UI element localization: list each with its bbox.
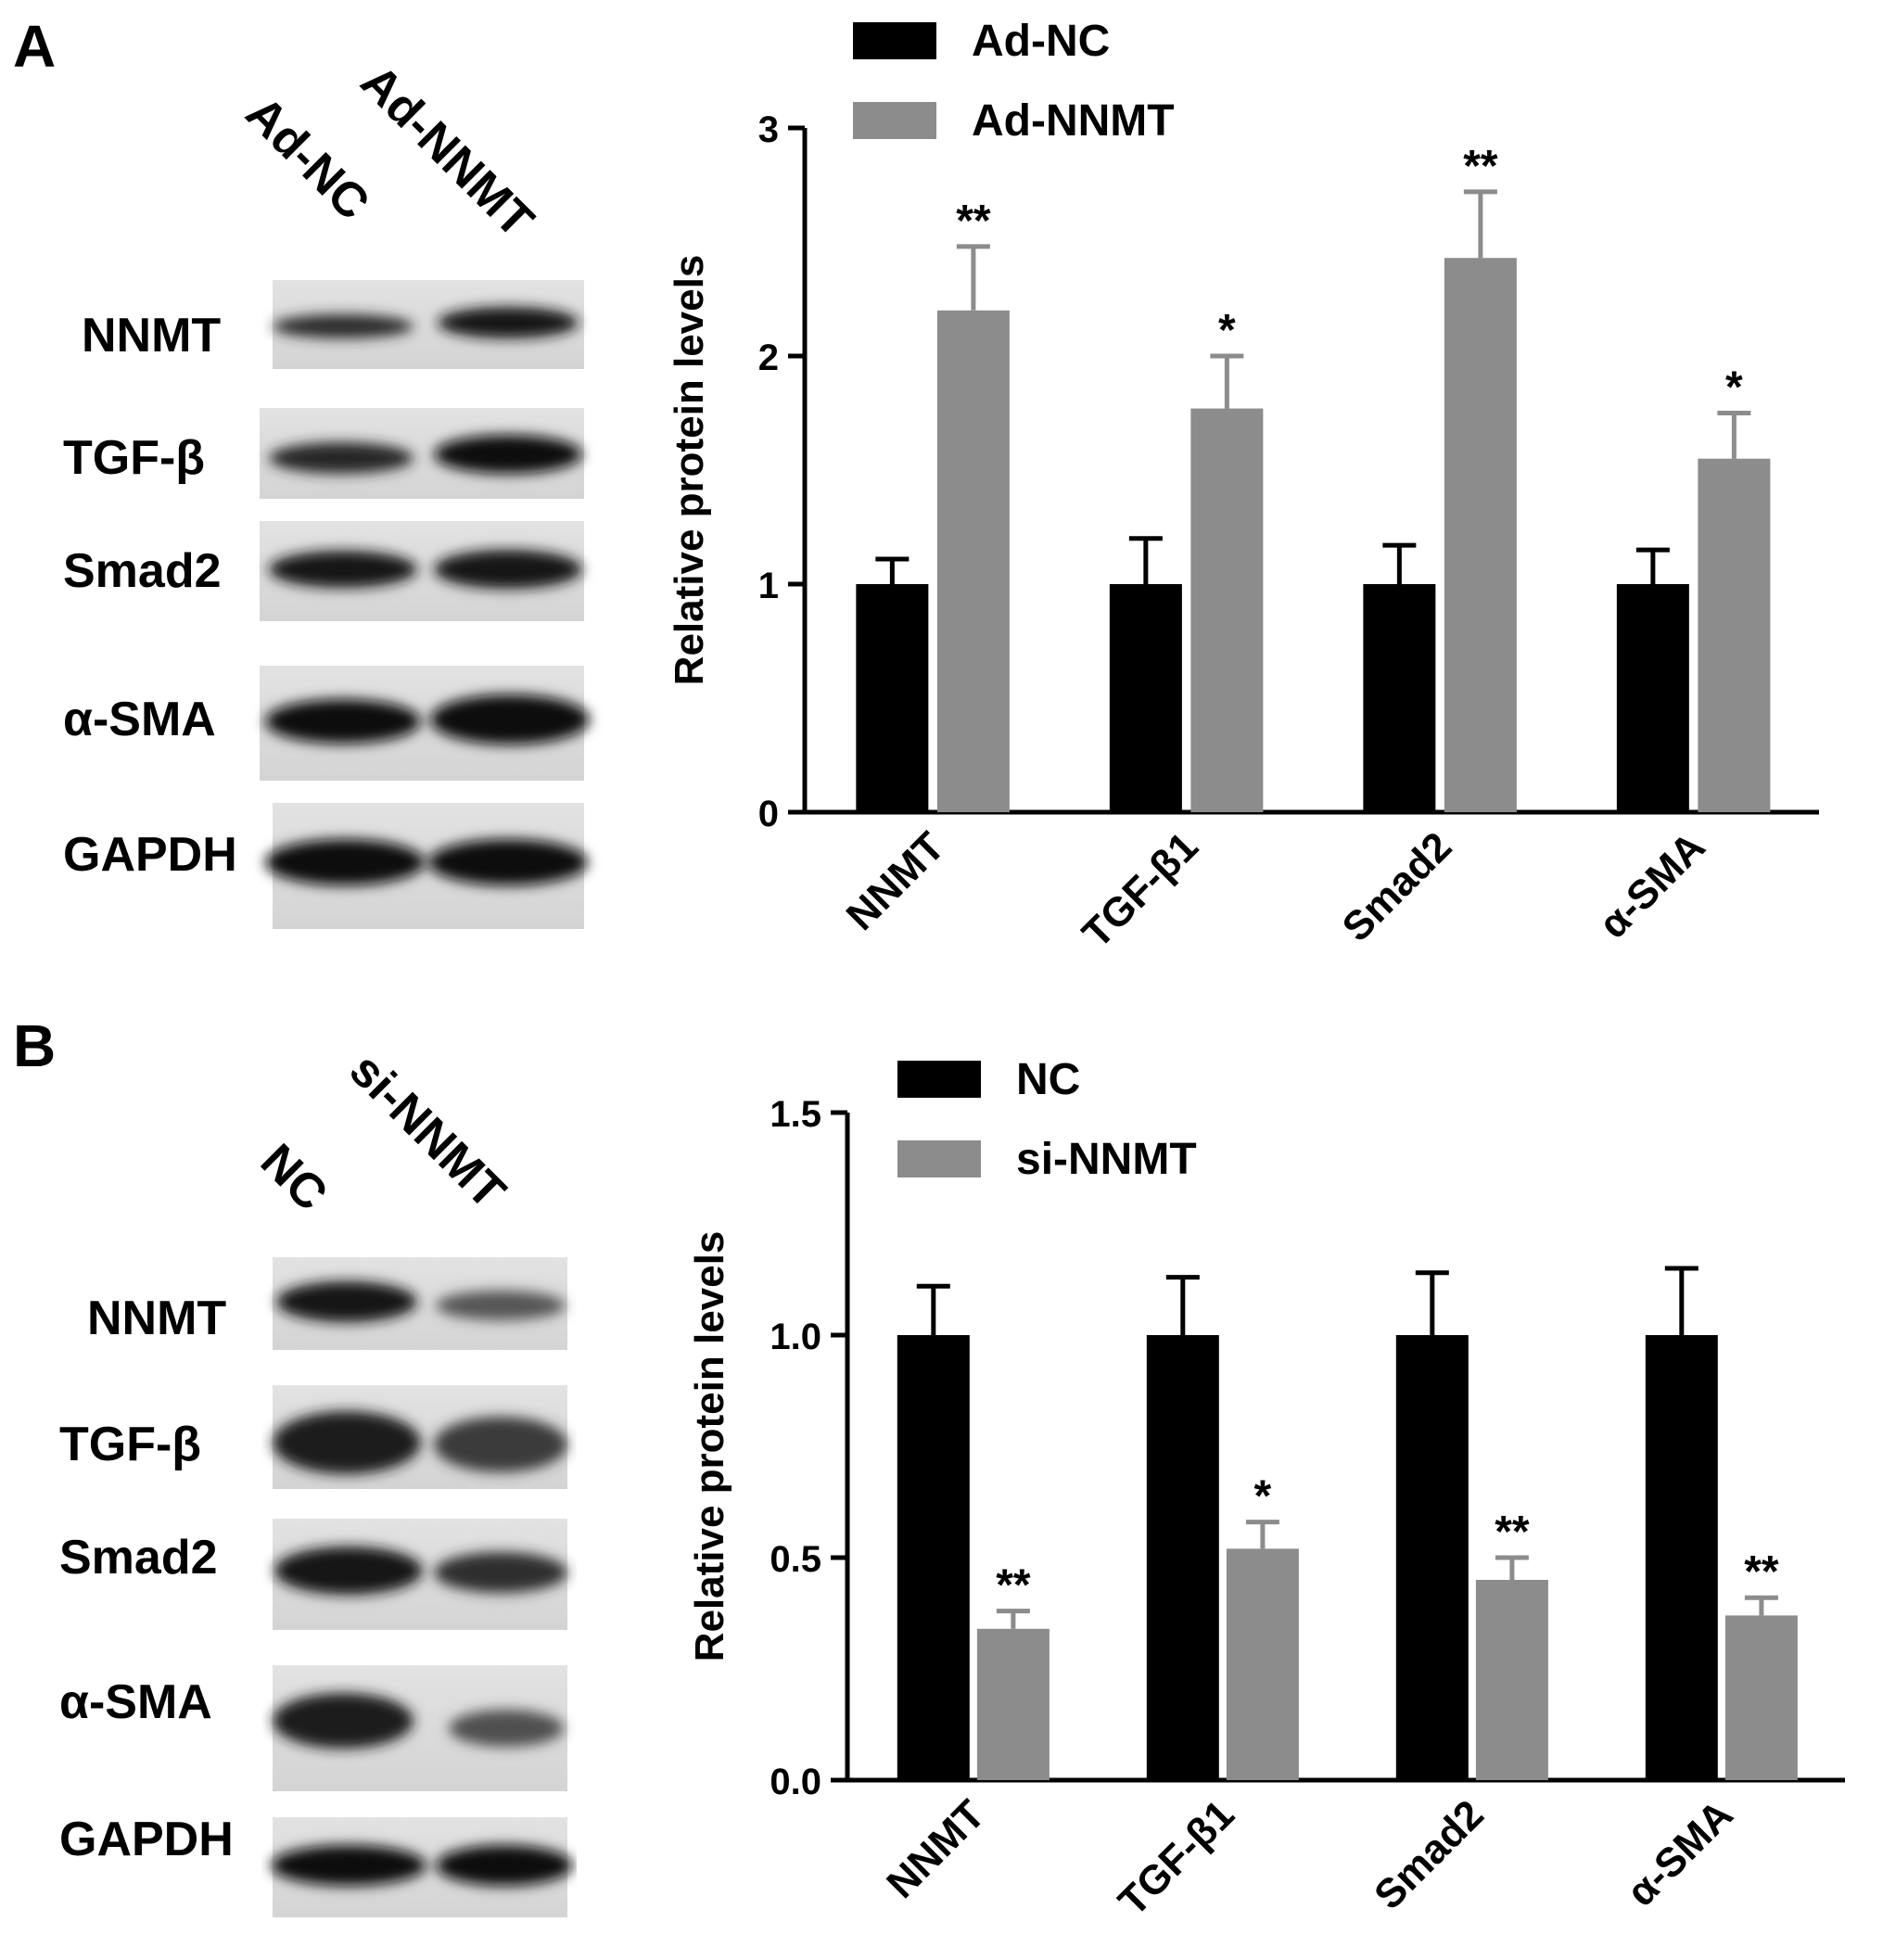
significance-label: * <box>1218 306 1236 355</box>
bar <box>1698 458 1771 812</box>
blot-band <box>271 1845 426 1886</box>
blot-row-label: NNMT <box>87 1292 227 1345</box>
lane-label-ad-nnmt: Ad-NNMT <box>350 55 544 248</box>
blot-row-label: Smad2 <box>63 544 222 598</box>
blot-band <box>449 1710 564 1747</box>
bar <box>1645 1335 1718 1780</box>
legend-label: NC <box>1016 1055 1080 1104</box>
y-tick-label: 1.5 <box>770 1094 821 1135</box>
blot-band <box>436 1845 573 1886</box>
y-axis-label: Relative protein levels <box>687 1231 732 1662</box>
blot-band <box>430 694 590 745</box>
blot-band <box>265 699 421 744</box>
bar <box>1395 1335 1469 1780</box>
blot-band <box>276 1281 417 1322</box>
x-tick-label: TGF-β1 <box>1074 823 1207 957</box>
bar <box>1226 1548 1299 1780</box>
blot-band <box>273 1411 421 1474</box>
blot-row-label: TGF-β <box>63 431 206 485</box>
bar <box>976 1628 1050 1780</box>
x-tick-label: NNMT <box>878 1791 994 1907</box>
significance-label: * <box>1725 363 1743 413</box>
y-tick-label: 0.5 <box>770 1539 821 1580</box>
blot-row-label: Smad2 <box>59 1531 218 1585</box>
blot-band <box>265 839 425 885</box>
y-tick-label: 1 <box>758 566 779 606</box>
blot-row-label: TGF-β <box>59 1418 202 1471</box>
x-tick-label: Smad2 <box>1334 823 1461 950</box>
y-tick-label: 2 <box>758 337 779 378</box>
bar <box>897 1335 970 1780</box>
legend-swatch <box>897 1061 981 1098</box>
panel-letter-b: B <box>13 1012 57 1079</box>
bar <box>1616 584 1689 812</box>
blot-band <box>269 551 417 588</box>
blot-band <box>438 307 579 338</box>
panel-letter-a: A <box>13 13 57 80</box>
significance-label: ** <box>956 197 991 246</box>
legend-swatch <box>853 102 936 139</box>
y-axis-label: Relative protein levels <box>667 255 712 686</box>
legend-label: Ad-NC <box>972 17 1110 66</box>
blot-image-a <box>260 280 590 929</box>
blot-band <box>273 1693 413 1749</box>
blot-band <box>434 1552 567 1593</box>
blot-row-label: GAPDH <box>59 1813 234 1866</box>
significance-label: ** <box>996 1561 1031 1610</box>
legend-swatch <box>853 22 936 59</box>
bar-chart-a: Ad-NC Ad-NNMT 0 1 2 3 Relative protein levels *… <box>667 17 1819 957</box>
bar-chart-b: NC si-NNMT 0.0 0.5 1.0 1.5 Relative protein le… <box>687 1055 1845 1925</box>
blot-row-label: NNMT <box>82 309 222 363</box>
significance-label: * <box>1254 1472 1272 1521</box>
blot-band <box>274 1546 423 1595</box>
bar <box>1146 1335 1219 1780</box>
x-tick-label: α-SMA <box>1590 823 1713 947</box>
bar <box>1724 1615 1798 1780</box>
x-tick-label: NNMT <box>838 823 954 939</box>
legend-swatch <box>897 1140 981 1177</box>
x-tick-label: TGF-β1 <box>1110 1791 1243 1925</box>
blot-row-label: α-SMA <box>63 693 216 746</box>
bar <box>856 584 929 812</box>
blot-image-b <box>271 1257 573 1917</box>
blot-row-label: α-SMA <box>59 1675 212 1729</box>
blot-band <box>434 550 582 589</box>
legend-label: Ad-NNMT <box>972 96 1175 146</box>
significance-label: ** <box>1463 142 1498 191</box>
lane-label-nc: NC <box>249 1134 338 1222</box>
bar <box>1363 584 1436 812</box>
legend-label: si-NNMT <box>1016 1135 1197 1184</box>
blot-band <box>434 435 582 474</box>
blot-band <box>436 1291 566 1320</box>
blot-band <box>269 442 413 474</box>
y-tick-label: 3 <box>758 109 779 150</box>
blot-band <box>428 839 588 885</box>
bar <box>1190 408 1264 812</box>
blot-band <box>434 1417 567 1472</box>
lane-label-si-nnmt: si-NNMT <box>338 1043 516 1220</box>
bar <box>1109 584 1182 812</box>
blot-row-label: GAPDH <box>63 828 237 882</box>
bar <box>1444 258 1517 813</box>
y-tick-label: 1.0 <box>770 1317 821 1357</box>
x-tick-label: α-SMA <box>1618 1791 1741 1915</box>
significance-label: ** <box>1495 1508 1530 1557</box>
significance-label: ** <box>1744 1547 1779 1597</box>
lane-label-ad-nc: Ad-NC <box>235 86 380 231</box>
blot-band <box>273 314 413 338</box>
bar <box>936 310 1010 812</box>
y-tick-label: 0.0 <box>770 1762 821 1802</box>
bar <box>1475 1580 1548 1780</box>
y-tick-label: 0 <box>758 794 779 834</box>
x-tick-label: Smad2 <box>1366 1791 1493 1918</box>
